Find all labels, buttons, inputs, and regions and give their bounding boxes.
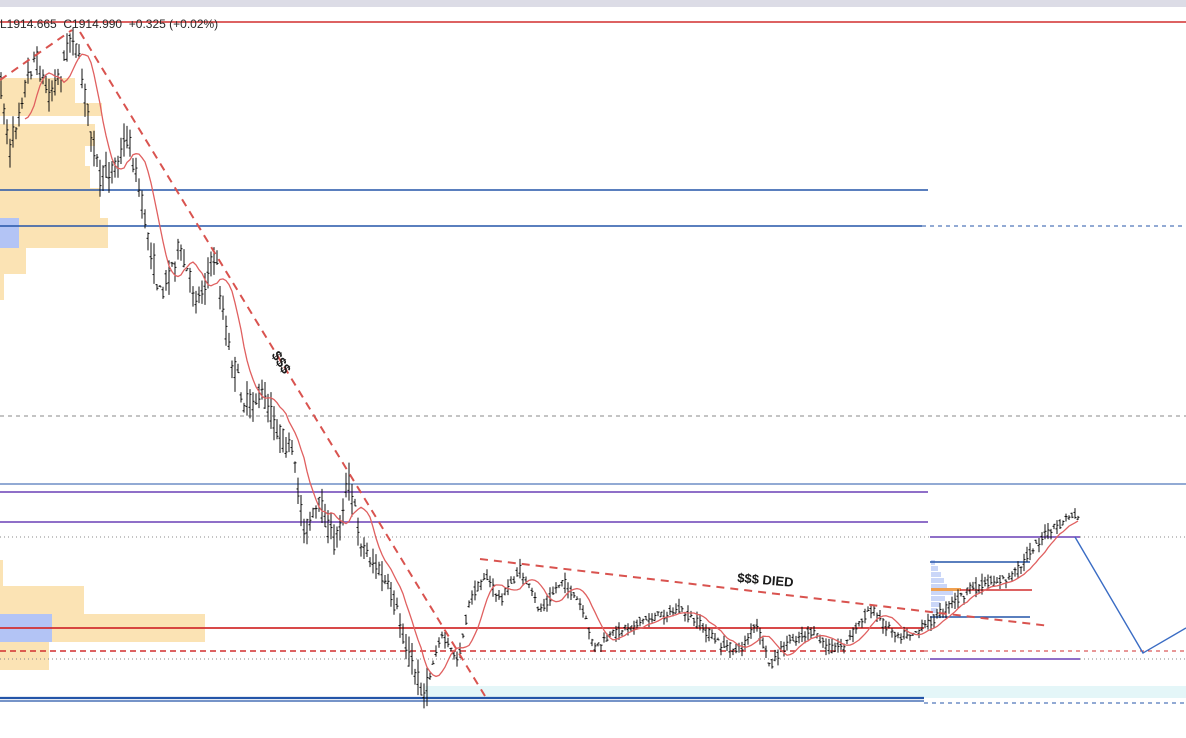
volume-profile-bar — [0, 146, 85, 166]
candles-layer — [0, 27, 1080, 709]
mini-profile-bar — [931, 566, 938, 571]
trendline-rising-top — [0, 29, 73, 81]
chart-top-bar — [0, 0, 1186, 7]
mini-profile-bar — [931, 596, 945, 601]
volume-profile-bar — [0, 166, 90, 188]
ohlc-readout: L1914.665 C1914.990 +0.325 (+0.02%) — [0, 17, 219, 31]
mini-profile-bar — [931, 584, 947, 589]
forecast-path — [1074, 536, 1186, 654]
volume-profile-bar — [0, 124, 95, 146]
volume-profile-bar — [0, 103, 102, 116]
mini-profile-bar — [931, 578, 944, 583]
horizontal-levels-layer — [0, 21, 1186, 704]
demand-zone — [425, 686, 1186, 698]
trendline-descending — [79, 31, 486, 697]
volume-profile-bar — [0, 218, 19, 248]
mini-profile-poc — [931, 588, 961, 591]
trendlines-layer — [0, 29, 1051, 697]
mini-profile-bar — [931, 608, 937, 613]
volume-profile-bar — [0, 586, 84, 614]
trendline-died — [479, 558, 1051, 627]
volume-profile-bar — [0, 274, 4, 300]
mini-profile-bar — [931, 590, 953, 595]
volume-profile-layer — [0, 78, 961, 670]
mini-profile-bar — [931, 572, 941, 577]
forecast-layer — [1074, 536, 1186, 654]
mini-profile-bar — [931, 602, 940, 607]
volume-profile-bar — [0, 642, 49, 670]
moving-average-layer — [24, 53, 1079, 678]
volume-profile-bar — [0, 248, 26, 274]
zones-layer — [425, 686, 1186, 698]
volume-profile-bar — [0, 188, 100, 218]
volume-profile-bar — [0, 560, 3, 586]
moving-average-line — [24, 53, 1079, 678]
volume-profile-bar — [0, 78, 75, 103]
